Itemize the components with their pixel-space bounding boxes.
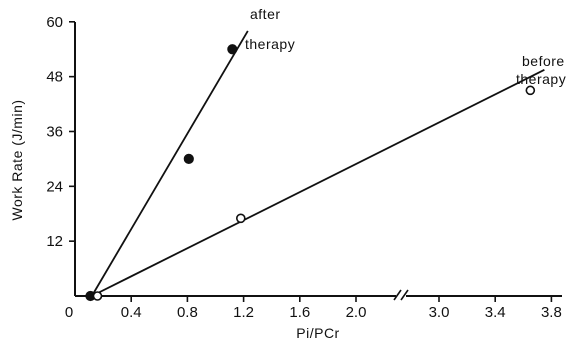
x-ticks: 0 0.4 0.8 1.2 1.6 2.0 3.0 3.4 3.8 [65,296,562,321]
x-tick-label: 2.0 [346,304,367,321]
y-tick-label: 24 [46,178,63,195]
x-tick-label: 1.6 [289,304,310,321]
label-after-line1: after [250,6,281,22]
y-tick-label: 36 [46,123,63,140]
series-layer [85,30,545,302]
x-tick-label: 3.8 [541,304,562,321]
label-before-line2: therapy [516,71,566,87]
x-tick-label: 3.4 [485,304,506,321]
data-point-after-therapy [183,153,194,164]
x-axis: 0 0.4 0.8 1.2 1.6 2.0 3.0 3.4 3.8 Pi/PCr [65,289,562,341]
label-before-line1: before [522,53,565,69]
x-tick-label: 0.4 [121,304,142,321]
data-point-before-therapy [235,213,246,224]
x-tick-label: 0 [65,304,73,321]
x-tick-label: 3.0 [429,304,450,321]
y-axis: 12 24 36 48 60 Work Rate (J/min) [9,14,76,296]
y-axis-title: Work Rate (J/min) [9,99,25,220]
x-axis-title: Pi/PCr [296,325,339,341]
y-tick-label: 48 [46,69,63,86]
data-point-before-therapy [525,85,536,96]
x-axis-break-mark [393,289,409,301]
data-point-before-therapy [92,291,103,301]
y-ticks: 12 24 36 48 60 [46,14,75,250]
x-tick-label: 1.2 [233,304,254,321]
x-tick-label: 0.8 [177,304,198,321]
label-after-line2: therapy [245,36,295,52]
fit-line-before-therapy [91,68,545,297]
y-tick-label: 60 [46,14,63,31]
data-point-after-therapy [227,44,238,55]
y-tick-label: 12 [46,233,63,250]
fit-line-after-therapy [91,30,249,297]
